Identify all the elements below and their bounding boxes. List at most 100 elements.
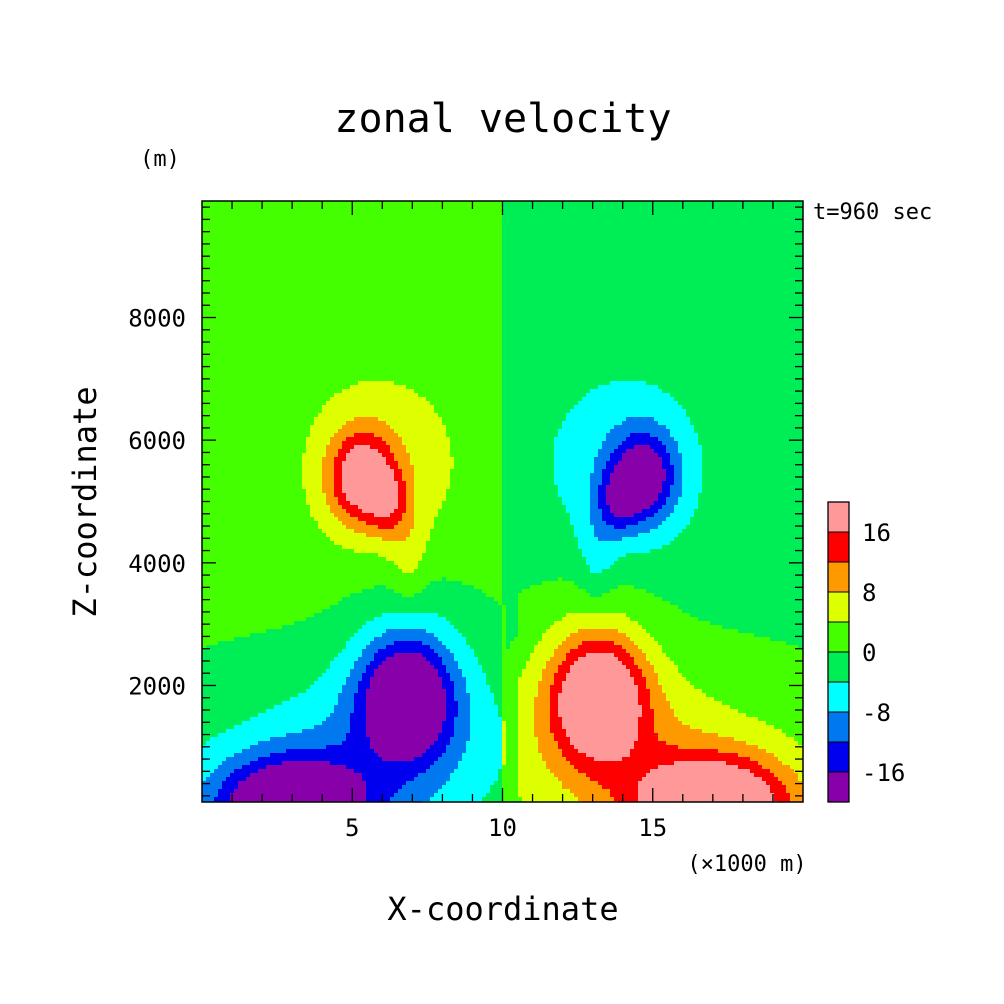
field-cell — [366, 277, 371, 282]
field-cell — [318, 313, 323, 318]
field-cell — [322, 289, 327, 294]
field-cell — [718, 217, 723, 222]
field-cell — [398, 269, 403, 274]
field-cell — [538, 301, 543, 306]
field-cell — [466, 265, 471, 270]
field-cell — [550, 293, 555, 298]
field-cell — [554, 297, 559, 302]
field-cell — [750, 269, 755, 274]
field-cell — [570, 273, 575, 278]
field-cell — [774, 321, 779, 326]
field-cell — [718, 205, 723, 210]
field-cell — [710, 225, 715, 230]
field-cell — [274, 225, 279, 230]
field-cell — [778, 233, 783, 238]
field-cell — [566, 253, 571, 258]
field-cell — [474, 277, 479, 282]
field-cell — [622, 297, 627, 302]
field-cell — [778, 221, 783, 226]
field-cell — [278, 213, 283, 218]
field-cell — [634, 317, 639, 322]
field-cell — [698, 245, 703, 250]
field-cell — [306, 305, 311, 310]
field-cell — [358, 257, 363, 262]
field-cell — [402, 289, 407, 294]
field-cell — [270, 269, 275, 274]
field-cell — [638, 277, 643, 282]
field-cell — [282, 221, 287, 226]
field-cell — [642, 249, 647, 254]
field-cell — [798, 273, 803, 278]
field-cell — [206, 321, 211, 326]
field-cell — [382, 229, 387, 234]
field-cell — [782, 225, 787, 230]
field-cell — [462, 301, 467, 306]
field-cell — [478, 277, 483, 282]
field-cell — [210, 221, 215, 226]
field-cell — [326, 221, 331, 226]
field-cell — [206, 233, 211, 238]
field-cell — [726, 297, 731, 302]
field-cell — [782, 325, 787, 330]
field-cell — [282, 281, 287, 286]
field-cell — [318, 209, 323, 214]
field-cell — [682, 293, 687, 298]
field-cell — [558, 265, 563, 270]
field-cell — [774, 281, 779, 286]
field-cell — [618, 213, 623, 218]
field-cell — [458, 233, 463, 238]
field-cell — [738, 205, 743, 210]
field-cell — [418, 269, 423, 274]
field-cell — [334, 253, 339, 258]
field-cell — [646, 225, 651, 230]
field-cell — [522, 321, 527, 326]
field-cell — [290, 269, 295, 274]
field-cell — [498, 325, 503, 330]
field-cell — [582, 213, 587, 218]
field-cell — [250, 249, 255, 254]
field-cell — [438, 325, 443, 330]
field-cell — [542, 241, 547, 246]
field-cell — [606, 229, 611, 234]
field-cell — [726, 225, 731, 230]
field-cell — [702, 217, 707, 222]
field-cell — [710, 257, 715, 262]
field-cell — [674, 229, 679, 234]
field-cell — [634, 225, 639, 230]
field-cell — [494, 205, 499, 210]
field-cell — [378, 297, 383, 302]
field-cell — [482, 289, 487, 294]
field-cell — [354, 301, 359, 306]
field-cell — [426, 229, 431, 234]
field-cell — [234, 269, 239, 274]
field-cell — [258, 241, 263, 246]
field-cell — [590, 305, 595, 310]
field-cell — [486, 309, 491, 314]
field-cell — [758, 225, 763, 230]
field-cell — [298, 209, 303, 214]
field-cell — [550, 297, 555, 302]
field-cell — [586, 313, 591, 318]
field-cell — [346, 301, 351, 306]
field-cell — [634, 205, 639, 210]
field-cell — [350, 241, 355, 246]
field-cell — [446, 225, 451, 230]
field-cell — [214, 325, 219, 330]
field-cell — [526, 301, 531, 306]
field-cell — [438, 205, 443, 210]
field-cell — [610, 241, 615, 246]
field-cell — [394, 269, 399, 274]
field-cell — [770, 217, 775, 222]
field-cell — [530, 309, 535, 314]
field-cell — [690, 233, 695, 238]
field-cell — [594, 253, 599, 258]
field-cell — [686, 241, 691, 246]
field-cell — [218, 325, 223, 330]
field-cell — [374, 273, 379, 278]
field-cell — [238, 229, 243, 234]
field-cell — [618, 285, 623, 290]
field-cell — [358, 289, 363, 294]
field-cell — [334, 229, 339, 234]
field-cell — [646, 257, 651, 262]
field-cell — [654, 329, 659, 334]
